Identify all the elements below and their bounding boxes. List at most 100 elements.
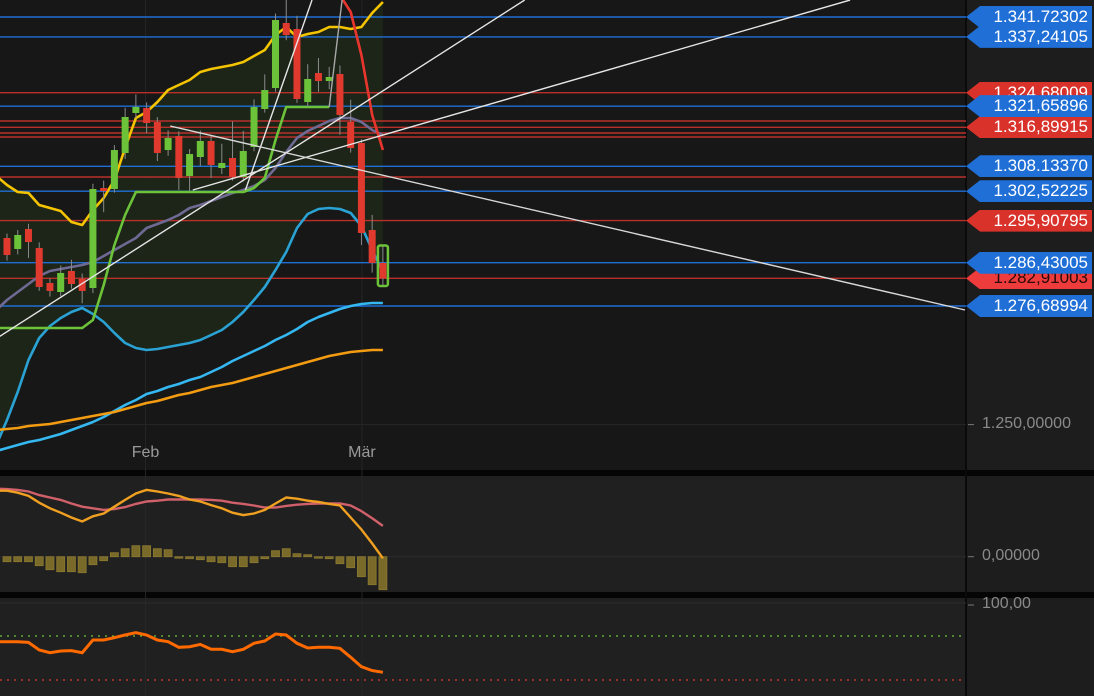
lower-band-line	[0, 206, 385, 440]
axis-tick-label: 1.250,00000	[982, 414, 1071, 432]
candle-down	[35, 248, 43, 287]
candle-down	[78, 278, 86, 291]
trend-d-line	[170, 125, 966, 311]
macd-histogram-bar	[45, 556, 55, 571]
orange-ma-line	[0, 348, 383, 431]
light-blue-ma-line	[0, 301, 383, 452]
macd-histogram-bar	[367, 556, 377, 586]
candle-up	[14, 234, 22, 249]
candle-up	[164, 138, 172, 151]
candle-down	[314, 73, 322, 82]
macd-histogram-bar	[88, 556, 98, 566]
macd-histogram-bar	[120, 548, 130, 558]
step-line-line	[0, 105, 330, 330]
price-level-tag[interactable]: 1.337,24105	[966, 25, 1092, 48]
macd-histogram-bar	[260, 556, 270, 560]
candle-down	[143, 108, 151, 123]
macd-histogram-bar	[357, 556, 366, 578]
candle-down	[207, 140, 215, 165]
candle-down	[379, 262, 387, 279]
candle-up	[325, 77, 333, 82]
macd-histogram-bar	[142, 545, 152, 558]
candle-down	[153, 122, 161, 153]
upper-band-line	[0, 1, 384, 227]
candle-down	[336, 74, 344, 115]
price-level-tag[interactable]: 1.276,68994	[966, 295, 1092, 317]
separator	[0, 470, 1094, 476]
candle-up	[261, 90, 269, 109]
price-level-tag[interactable]: 1.308.13370	[966, 155, 1092, 178]
macd-histogram-bar	[131, 545, 141, 558]
candle-down	[293, 29, 301, 99]
macd-histogram-bar	[238, 556, 248, 568]
macd-histogram-bar	[152, 548, 162, 558]
macd-histogram-bar	[217, 556, 227, 564]
macd-histogram-bar	[303, 554, 313, 558]
candle-up	[121, 116, 129, 153]
candle-down	[100, 188, 108, 191]
macd-histogram-bar	[206, 556, 216, 563]
macd-histogram-bar	[34, 556, 44, 567]
trend-c-line	[244, 0, 313, 191]
macd-histogram-bar	[281, 548, 291, 558]
macd-histogram-bar	[13, 556, 23, 563]
price-level-tag[interactable]: 1.316,89915	[966, 116, 1092, 139]
macd-axis-bg	[966, 476, 1094, 592]
price-level-tag[interactable]: 1.302,52225	[966, 180, 1092, 203]
macd-histogram-bar	[292, 553, 302, 558]
macd-histogram-bar	[174, 556, 184, 559]
macd-histogram-bar	[228, 556, 237, 568]
candle-up	[304, 79, 312, 103]
date-tick-label: Feb	[131, 444, 160, 461]
trend-b-line	[192, 0, 851, 191]
separator	[0, 592, 1094, 598]
macd-histogram-bar	[314, 556, 323, 559]
macd-histogram-bar	[195, 556, 205, 561]
candle-up	[272, 20, 279, 89]
price-level-tag[interactable]: 1.321,65896	[966, 95, 1092, 118]
axis-tick-label: 0,00000	[982, 546, 1040, 564]
price-axis-bg	[966, 0, 1094, 470]
bollinger-band-fill	[0, 2, 383, 437]
macd-histogram-bar	[163, 549, 173, 558]
oscillator-line	[0, 631, 384, 674]
last-candle-highlight	[376, 244, 390, 288]
macd-histogram-bar	[185, 556, 194, 560]
red-line-line	[341, 0, 385, 151]
macd-histogram-bar	[56, 556, 66, 573]
candle-down	[282, 23, 290, 36]
candle-up	[110, 150, 118, 189]
candle-up	[132, 106, 140, 113]
trend-gray-line	[328, 0, 343, 108]
candle-up	[89, 188, 97, 289]
macd-histogram-bar	[271, 550, 280, 558]
macd-histogram-bar	[67, 556, 76, 573]
candle-down	[3, 238, 11, 255]
macd-panel-bg	[0, 476, 966, 592]
candle-down	[368, 230, 376, 263]
macd-histogram-bar	[24, 556, 33, 563]
price-level-tag[interactable]: 1.286,43005	[966, 251, 1092, 274]
candle-down	[46, 282, 54, 291]
osc-axis-bg	[966, 598, 1094, 696]
candle-down	[347, 122, 355, 149]
candle-down	[24, 228, 32, 243]
candle-up	[218, 162, 226, 169]
macd-histogram-bar	[249, 556, 259, 564]
date-tick-label: Mär	[348, 444, 376, 461]
price-level-tag[interactable]: 1.295,90795	[966, 209, 1092, 232]
macd-line	[0, 488, 384, 560]
osc-panel-bg	[0, 598, 966, 696]
candle-down	[67, 270, 75, 285]
candle-down	[229, 158, 237, 177]
candle-down	[175, 136, 183, 179]
macd-histogram-bar	[77, 556, 87, 574]
candle-up	[57, 272, 65, 293]
candle-up	[239, 150, 247, 177]
macd-histogram-bar	[346, 556, 356, 569]
price-level-tag[interactable]: 1.341.72302	[966, 5, 1092, 28]
macd-histogram-bar	[324, 556, 334, 560]
macd-histogram-bar	[2, 556, 12, 563]
candle-up	[196, 140, 204, 157]
